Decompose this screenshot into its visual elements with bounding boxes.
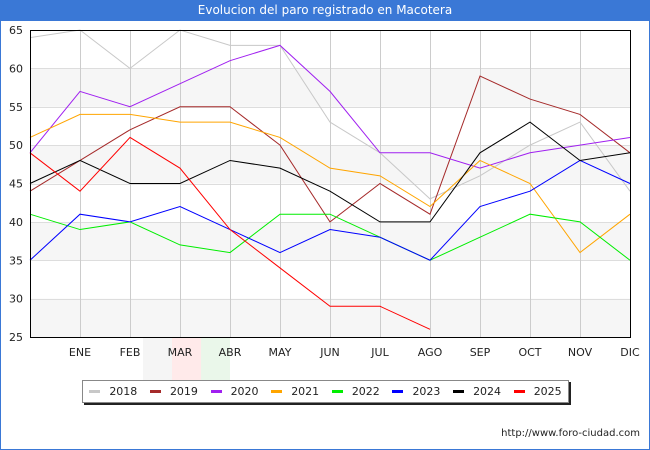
- y-tick-label: 35: [9, 254, 23, 267]
- legend-swatch: [89, 390, 101, 393]
- legend-swatch: [453, 390, 465, 393]
- series-line-2020: [29, 44, 631, 169]
- series-line-2021: [29, 113, 631, 254]
- chart-title: Evolucion del paro registrado en Macoter…: [0, 0, 650, 21]
- y-tick-label: 30: [9, 293, 23, 306]
- x-tick-label: SEP: [470, 346, 491, 359]
- legend-item-2021: 2021: [271, 385, 319, 398]
- legend-item-2022: 2022: [331, 385, 380, 398]
- legend-label: 2018: [109, 385, 138, 398]
- series-line-2019: [29, 75, 631, 223]
- x-tick-label: NOV: [568, 346, 593, 359]
- x-tick-label: JUL: [370, 346, 389, 359]
- legend-swatch: [271, 390, 283, 393]
- series-line-2018: [29, 29, 631, 200]
- x-axis-ticks: ENE FEB MAR ABR MAY JUN JUL AGO SEP OCT NOV DIC: [69, 346, 640, 359]
- x-tick-label: ENE: [69, 346, 91, 359]
- series-line-2023: [29, 159, 631, 261]
- x-tick-label: ABR: [219, 346, 242, 359]
- legend-label: 2024: [473, 385, 502, 398]
- watermark: [143, 338, 230, 380]
- y-tick-label: 45: [9, 178, 23, 191]
- legend-item-2025: 2025: [513, 385, 562, 398]
- y-tick-label: 50: [9, 139, 23, 152]
- legend-label: 2022: [351, 385, 380, 398]
- x-tick-label: JUN: [319, 346, 340, 359]
- legend-label: 2025: [533, 385, 562, 398]
- plot-border: [30, 30, 631, 338]
- legend-label: 2021: [291, 385, 320, 398]
- x-tick-label: AGO: [418, 346, 443, 359]
- legend-item-2020: 2020: [210, 385, 259, 398]
- legend-item-2019: 2019: [149, 385, 198, 398]
- x-tick-label: DIC: [620, 346, 640, 359]
- y-axis-ticks: 25 30 35 40 45 50 55 60 65: [9, 24, 23, 344]
- legend-swatch: [149, 390, 161, 393]
- legend-swatch: [210, 390, 222, 393]
- x-tick-label: OCT: [518, 346, 541, 359]
- x-tick-label: MAY: [269, 346, 292, 359]
- series-line-2025: [29, 136, 431, 330]
- y-tick-label: 65: [9, 24, 23, 37]
- legend-swatch: [392, 390, 404, 393]
- legend-swatch: [513, 390, 525, 393]
- legend: 2018 2019 2020 2021 2022 2023 2024 2025: [82, 380, 569, 403]
- series-lines: [29, 29, 631, 330]
- series-line-2024: [29, 121, 631, 223]
- y-tick-label: 55: [9, 101, 23, 114]
- legend-swatch: [331, 390, 343, 393]
- legend-label: 2020: [230, 385, 259, 398]
- y-tick-label: 60: [9, 62, 23, 75]
- y-tick-label: 25: [9, 331, 23, 344]
- legend-label: 2023: [412, 385, 441, 398]
- legend-label: 2019: [169, 385, 198, 398]
- watermark-band-left: [143, 338, 172, 380]
- watermark-band-middle: [172, 338, 201, 380]
- x-tick-label: MAR: [168, 346, 193, 359]
- x-tick-label: FEB: [120, 346, 141, 359]
- legend-item-2024: 2024: [453, 385, 501, 398]
- watermark-band-right: [201, 338, 230, 380]
- y-tick-label: 40: [9, 216, 23, 229]
- legend-item-2023: 2023: [392, 385, 440, 398]
- source-url: http://www.foro-ciudad.com: [501, 428, 640, 439]
- legend-item-2018: 2018: [89, 385, 137, 398]
